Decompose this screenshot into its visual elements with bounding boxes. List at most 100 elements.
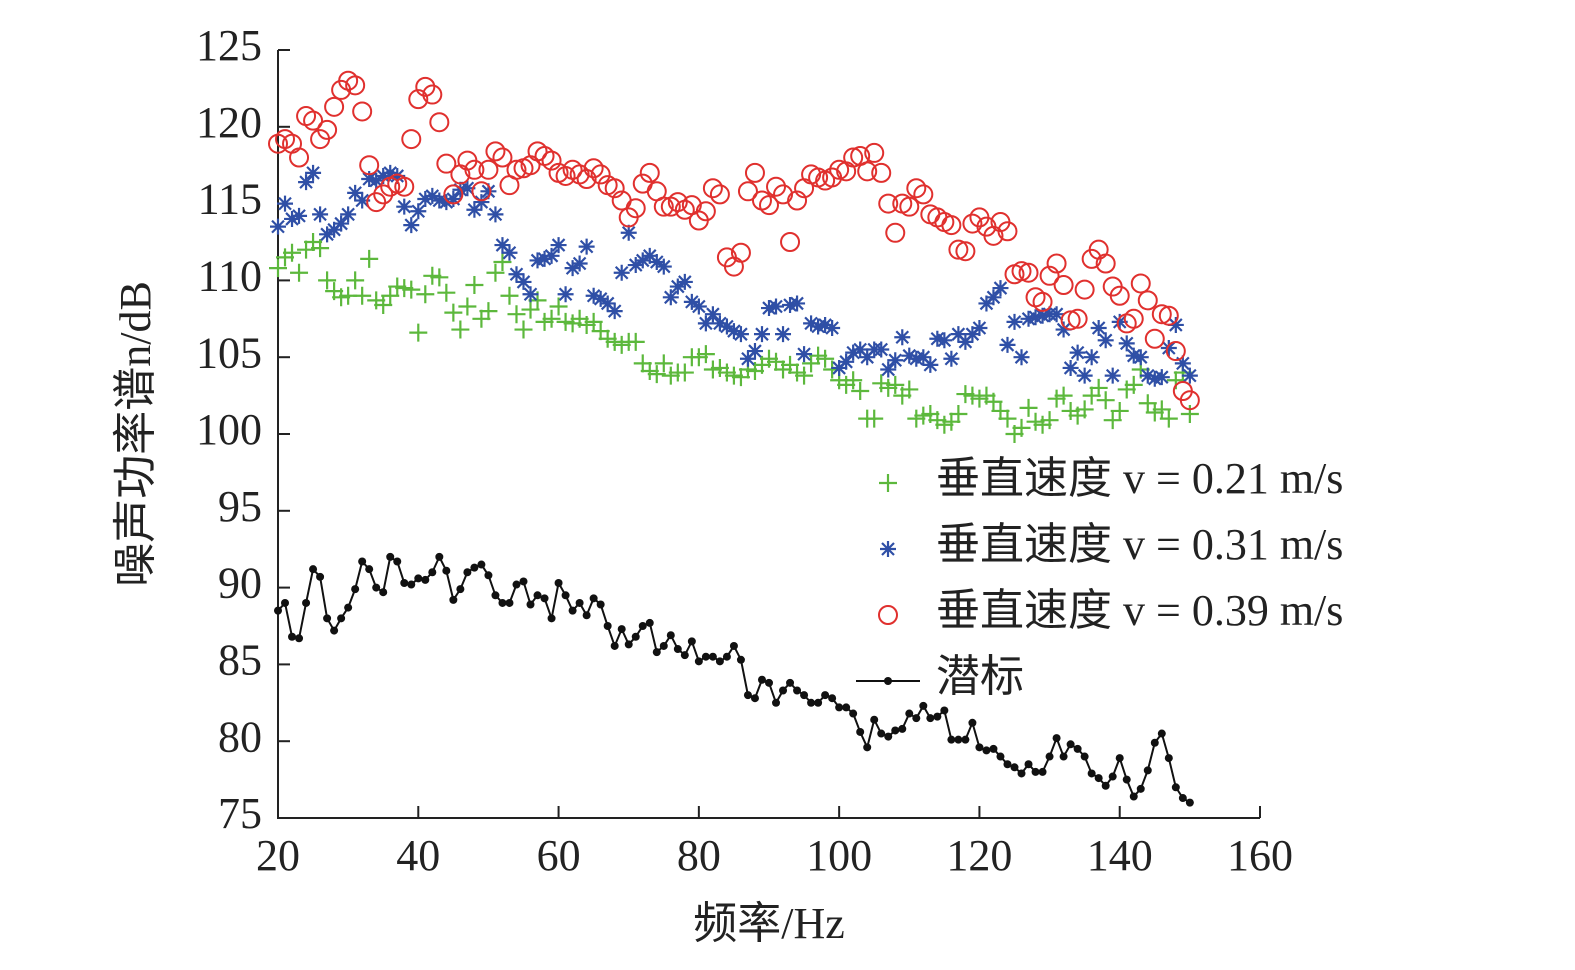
asterisk-marker — [1125, 347, 1142, 364]
dot-marker — [926, 714, 935, 723]
circle-marker — [1039, 265, 1060, 286]
plus-marker — [353, 286, 372, 305]
circle-marker — [1060, 310, 1081, 331]
asterisk-marker — [550, 237, 567, 254]
plus-marker — [437, 283, 456, 302]
circle-marker — [1137, 290, 1158, 311]
asterisk-marker — [1027, 309, 1044, 326]
asterisk-marker — [585, 287, 602, 304]
dot-marker — [982, 746, 991, 755]
dot-marker — [547, 614, 556, 623]
circle-marker — [709, 184, 730, 205]
asterisk-marker — [880, 361, 897, 378]
dot-marker — [1136, 784, 1145, 793]
asterisk-marker — [1083, 349, 1100, 366]
asterisk-marker — [438, 194, 455, 211]
asterisk-marker — [711, 315, 728, 332]
plus-marker — [949, 405, 968, 424]
circle-marker — [373, 184, 394, 205]
circle-marker — [822, 167, 843, 188]
circle-marker — [1109, 285, 1130, 306]
legend-label: 垂直速度 v = 0.39 m/s — [936, 586, 1343, 635]
circle-marker — [773, 184, 794, 205]
dot-marker — [568, 606, 577, 615]
dot-marker — [1017, 769, 1026, 778]
legend-label: 垂直速度 v = 0.21 m/s — [936, 454, 1343, 503]
dot-marker — [1038, 767, 1047, 776]
y-tick-label: 115 — [198, 175, 262, 224]
asterisk-marker — [1097, 332, 1114, 349]
asterisk-marker — [725, 323, 742, 340]
dot-marker — [1157, 729, 1166, 738]
circle-marker — [345, 75, 366, 96]
dot-marker — [989, 744, 998, 753]
dot-marker — [743, 691, 752, 700]
circle-marker — [1074, 279, 1095, 300]
dot-marker — [330, 626, 339, 635]
dot-marker — [828, 694, 837, 703]
dot-marker — [1150, 738, 1159, 747]
plus-marker — [984, 392, 1003, 411]
circle-marker — [317, 119, 338, 140]
asterisk-marker — [1020, 310, 1037, 327]
asterisk-marker — [487, 206, 504, 223]
dot-marker — [309, 565, 318, 574]
plus-marker — [507, 305, 526, 324]
asterisk-marker — [620, 224, 637, 241]
asterisk-marker — [445, 190, 462, 207]
y-tick-label: 80 — [218, 712, 262, 761]
circle-marker — [744, 162, 765, 183]
plus-marker — [844, 371, 863, 390]
dot-marker — [1185, 798, 1194, 807]
circle-marker — [1151, 304, 1172, 325]
circle-marker — [436, 153, 457, 174]
asterisk-marker — [838, 353, 855, 370]
plus-marker — [900, 380, 919, 399]
asterisk-marker — [655, 258, 672, 275]
asterisk-marker — [985, 289, 1002, 306]
circle-marker — [955, 241, 976, 262]
dot-marker — [940, 706, 949, 715]
plus-marker — [584, 312, 603, 331]
plus-marker — [360, 249, 379, 268]
dot-marker — [765, 678, 773, 687]
dot-marker — [814, 698, 823, 707]
circle-marker — [415, 76, 436, 97]
circle-marker — [941, 215, 962, 236]
dot-marker — [722, 652, 731, 661]
asterisk-marker — [480, 183, 497, 200]
dot-marker — [1052, 734, 1061, 743]
circle-marker — [639, 162, 660, 183]
plus-marker — [1124, 375, 1143, 394]
circle-marker — [625, 198, 646, 219]
asterisk-marker — [606, 303, 623, 320]
asterisk-marker — [957, 333, 974, 350]
plus-marker — [290, 263, 309, 282]
dot-marker — [891, 726, 900, 735]
circle-marker — [359, 155, 380, 176]
dot-marker — [1024, 760, 1033, 769]
plus-marker — [416, 285, 435, 304]
asterisk-marker — [669, 278, 686, 295]
asterisk-marker — [992, 280, 1009, 297]
asterisk-marker — [1048, 306, 1065, 323]
dot-marker — [1031, 767, 1040, 776]
asterisk-marker — [1076, 367, 1093, 384]
y-tick-label: 110 — [198, 251, 262, 300]
circle-marker — [506, 159, 527, 180]
circle-marker — [1179, 390, 1200, 411]
dot-marker — [491, 591, 500, 600]
circle-marker — [401, 129, 422, 150]
circle-marker — [492, 147, 513, 168]
dot-marker — [673, 645, 682, 654]
asterisk-marker — [277, 195, 294, 212]
asterisk-marker — [543, 247, 560, 264]
plus-marker — [521, 300, 540, 319]
circle-marker — [485, 141, 506, 162]
dot-marker — [596, 600, 605, 609]
asterisk-marker — [915, 349, 932, 366]
dot-marker — [295, 634, 304, 643]
plus-marker — [1075, 400, 1094, 419]
asterisk-marker — [592, 290, 609, 307]
asterisk-marker — [417, 190, 434, 207]
